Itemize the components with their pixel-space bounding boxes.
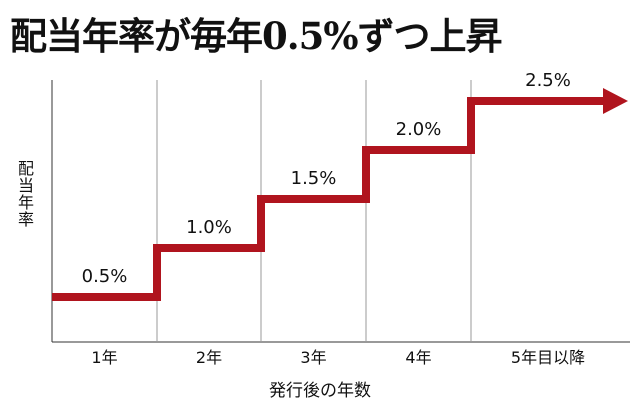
x-tick-label: 1年	[91, 348, 117, 367]
step-line	[52, 97, 606, 301]
chart-title: 配当年率が毎年0.5%ずつ上昇	[10, 14, 503, 58]
x-tick-label: 5年目以降	[511, 348, 585, 367]
y-axis-label: 配当年率	[15, 160, 34, 228]
data-label: 1.5%	[291, 168, 337, 189]
data-label: 2.5%	[525, 70, 571, 91]
data-label: 1.0%	[186, 217, 232, 238]
x-axis-label: 発行後の年数	[269, 381, 371, 401]
data-label: 0.5%	[82, 266, 128, 287]
data-label: 2.0%	[396, 119, 442, 140]
step-arrowhead	[603, 88, 628, 114]
x-tick-label: 2年	[196, 348, 222, 367]
x-tick-label: 4年	[405, 348, 431, 367]
x-tick-label: 3年	[300, 348, 326, 367]
